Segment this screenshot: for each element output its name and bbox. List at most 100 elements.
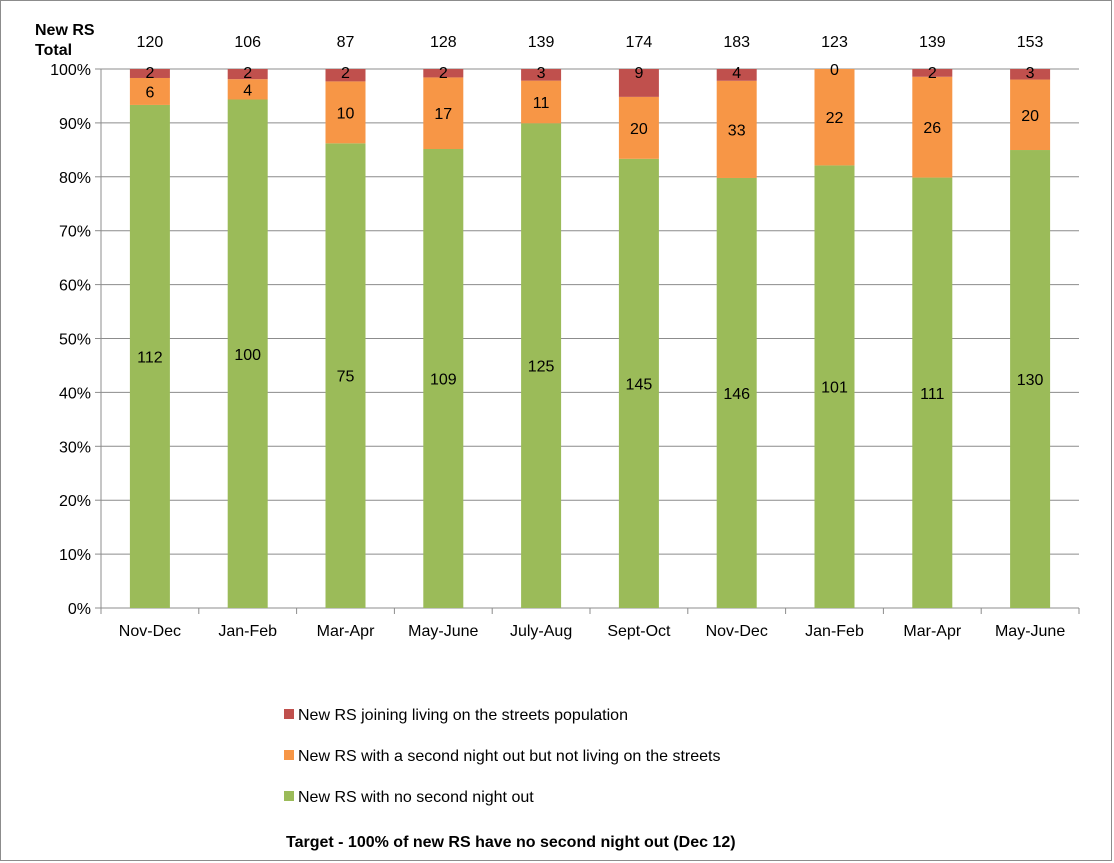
y-tick-label: 40% [59,385,91,402]
bar-segment [325,69,366,82]
x-tick-label: Nov-Dec [119,623,181,640]
legend-entry: New RS with a second night out but not l… [298,748,720,765]
bar-segment [814,69,855,166]
y-tick-label: 20% [59,493,91,510]
data-label: 3 [1026,65,1035,82]
data-label: 111 [920,386,944,403]
bar-segment [1010,69,1051,80]
bar-segment [227,69,268,80]
data-label: 2 [341,65,350,82]
y-tick-label: 100% [50,62,91,79]
bar-segment [423,149,464,608]
legend: New RS joining living on the streets pop… [284,707,736,851]
bar-segment [618,69,659,97]
data-label: 2 [243,65,252,82]
total-label: 174 [626,34,653,51]
y-tick-label: 30% [59,439,91,456]
total-label: 139 [919,34,946,51]
total-label: 120 [137,34,164,51]
y-tick-label: 90% [59,116,91,133]
data-label: 2 [145,65,154,82]
data-label: 20 [630,121,648,138]
data-label: 4 [732,65,741,82]
data-label: 101 [821,380,848,397]
bars [129,69,1051,609]
data-label: 4 [243,82,252,99]
bar-segment [912,69,953,77]
bar-segment [129,69,170,78]
total-label: 123 [821,34,848,51]
totals-heading-line2: Total [35,42,72,59]
data-label: 145 [626,376,653,393]
total-label: 87 [337,34,355,51]
data-label: 22 [826,110,844,127]
data-label: 26 [923,120,941,137]
x-tick-label: May-June [995,623,1065,640]
bar-segment [129,104,170,608]
data-label: 2 [928,65,937,82]
x-tick-label: Mar-Apr [903,623,961,640]
y-tick-label: 60% [59,278,91,295]
data-label: 130 [1017,372,1044,389]
legend-entry: New RS with no second night out [298,789,534,806]
x-tick-label: Nov-Dec [706,623,768,640]
bar-segment [521,69,562,81]
x-tick-label: Jan-Feb [805,623,864,640]
data-label: 100 [234,347,261,364]
bar-segment [227,79,268,100]
data-label: 3 [537,65,546,82]
bar-segment [1010,79,1051,151]
total-label: 153 [1017,34,1044,51]
bar-segment [1010,150,1051,609]
data-label: 2 [439,65,448,82]
bar-segment [912,76,953,178]
data-label: 109 [430,372,457,389]
bar-segment [521,123,562,608]
total-label: 139 [528,34,555,51]
bar-segment [325,81,366,144]
x-tick-label: Jan-Feb [218,623,277,640]
y-tick-label: 70% [59,224,91,241]
bar-segment [618,96,659,159]
data-label: 125 [528,359,555,376]
data-label: 17 [434,106,452,123]
bar-segment [521,80,562,124]
x-tick-label: May-June [408,623,478,640]
bar-segment [716,80,757,178]
bar-segment [912,177,953,608]
y-tick-label: 80% [59,170,91,187]
bar-segment [129,77,170,105]
data-label: 0 [830,62,839,79]
total-label: 128 [430,34,457,51]
legend-entry: New RS joining living on the streets pop… [298,707,628,724]
target-note: Target - 100% of new RS have no second n… [286,834,736,851]
data-label: 20 [1021,108,1039,125]
bar-segment [716,177,757,608]
data-label: 112 [137,349,163,366]
y-tick-label: 0% [68,601,91,618]
x-tick-label: Mar-Apr [317,623,375,640]
data-label: 146 [723,386,750,403]
y-tick-label: 50% [59,332,91,349]
totals-heading: New RS [35,22,95,39]
data-label: 9 [634,65,643,82]
legend-swatch [284,709,294,719]
data-label: 10 [337,105,355,122]
x-tick-label: July-Aug [510,623,572,640]
data-labels: 1126210042751021091721251131452091463341… [137,62,1043,403]
bar-segment [423,77,464,150]
data-label: 6 [145,84,154,101]
bar-segment [716,69,757,81]
axes: 0% 10% 20% 30% 40% 50% 60% 70% 80% 90% 100% New RS T… [35,22,1080,640]
legend-swatch [284,750,294,760]
bar-segment [227,99,268,609]
bar-segment [325,143,366,608]
data-label: 11 [533,95,550,112]
total-label: 183 [723,34,750,51]
x-tick-label: Sept-Oct [607,623,671,640]
y-tick-label: 10% [59,547,91,564]
legend-swatch [284,791,294,801]
total-label: 106 [234,34,261,51]
